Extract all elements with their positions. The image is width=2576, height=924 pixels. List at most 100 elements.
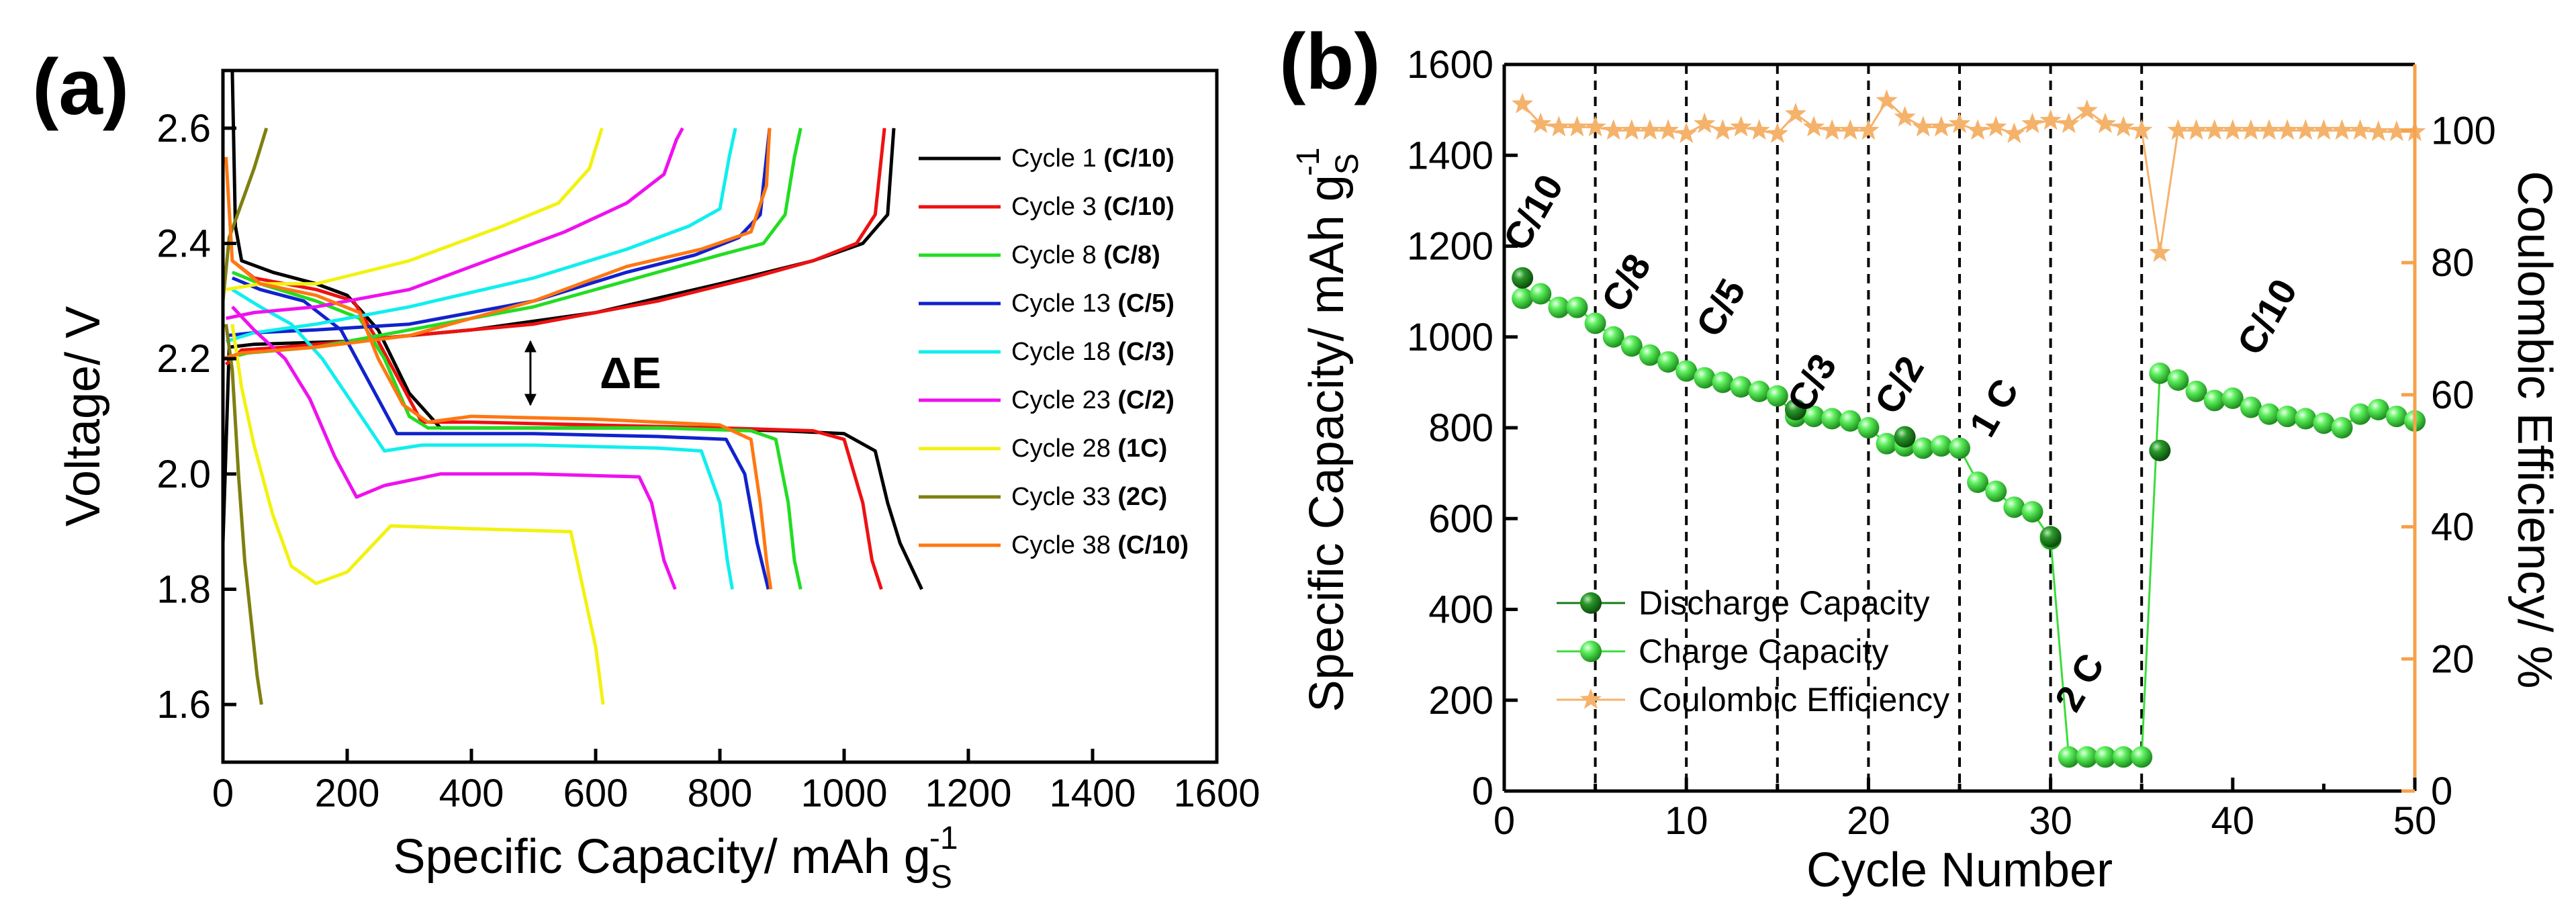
charge-point — [1694, 367, 1716, 389]
ce-point — [1912, 116, 1934, 137]
charge-point — [2131, 746, 2153, 768]
y2-tick-label: 20 — [2431, 637, 2475, 681]
panel-a-label: (a) — [32, 43, 129, 132]
charge-point — [1548, 296, 1570, 318]
legend-cycle-name: Cycle 8 — [1011, 241, 1103, 269]
x-tick-label: 0 — [212, 772, 234, 815]
y-tick-label: 1400 — [1407, 134, 1493, 177]
charge-capacity-series — [1512, 283, 2426, 768]
charge-point — [2221, 387, 2244, 410]
y-tick-label: 1200 — [1407, 225, 1493, 269]
panel-b-y2-axis-title: Coulombic Efficiency/ % — [2508, 171, 2561, 689]
charge-point — [2240, 396, 2262, 418]
charge-point — [2003, 496, 2025, 518]
ce-point — [2039, 109, 2062, 130]
y-tick-label: 2.4 — [156, 222, 211, 266]
panel-a-voltage-profile-chart: (a) 0 200 400 600 800 1000 1200 1400 1600 1.6 1.8… — [32, 43, 1260, 895]
panel-a-x-axis-title-sup: -1 — [929, 821, 958, 856]
cycle-curve-2-discharge — [231, 259, 883, 590]
charge-point — [2367, 398, 2389, 420]
cycle-curve-7-discharge — [230, 324, 605, 705]
rate-label: C/8 — [1593, 246, 1659, 318]
cycle-curve-6-charge — [226, 127, 684, 320]
y-tick-label: 600 — [1428, 497, 1493, 541]
y-tick-label: 200 — [1428, 679, 1493, 723]
charge-point — [2021, 501, 2043, 523]
panel-b-y-axis-title-sup: -1 — [1291, 147, 1326, 176]
legend-cycle-name: Cycle 1 — [1011, 144, 1103, 173]
y-tick-label: 800 — [1428, 406, 1493, 450]
legend-cycle-rate: (C/10) — [1103, 144, 1175, 173]
charge-point — [2349, 403, 2371, 425]
legend-cycle-name: Cycle 28 — [1011, 434, 1117, 463]
x-tick-label: 40 — [2211, 799, 2255, 843]
panel-b-rate-capability-chart: (b) 0 10 20 30 40 50 020040060080010001200140… — [1279, 17, 2561, 897]
charge-point — [2113, 746, 2135, 768]
legend-label-cycle-5: Cycle 18 (C/3) — [1011, 338, 1175, 366]
charge-point — [1912, 437, 1934, 459]
charge-point — [1712, 371, 1734, 394]
charge-point — [1949, 437, 1970, 459]
charge-point — [1930, 435, 1952, 457]
legend-cycle-rate: (C/2) — [1117, 386, 1174, 414]
charge-point — [1857, 417, 1880, 438]
ce-point — [2203, 119, 2225, 140]
y-tick-label: 1.6 — [156, 683, 211, 727]
discharge-point — [1784, 398, 1806, 420]
legend-label-cycle-4: Cycle 13 (C/5) — [1011, 289, 1175, 318]
charge-point — [2149, 362, 2171, 384]
x-tick-label: 1200 — [925, 772, 1011, 815]
charge-point — [2276, 406, 2299, 428]
charge-point — [1639, 344, 1661, 366]
panel-b-x-ticks: 0 10 20 30 40 50 — [1493, 778, 2436, 843]
ce-point — [1948, 112, 1971, 134]
legend-label-cycle-9: Cycle 38 (C/10) — [1011, 531, 1189, 559]
charge-point — [1566, 296, 1588, 318]
y-tick-label: 2.2 — [156, 337, 211, 381]
rate-label: C/10 — [2229, 272, 2305, 362]
legend-cycle-rate: (C/10) — [1117, 531, 1189, 559]
charge-point — [1620, 335, 1643, 357]
ce-point — [2185, 119, 2207, 140]
panel-a-x-ticks: 0 200 400 600 800 1000 1200 1400 1600 — [212, 749, 1260, 815]
cycle-curve-3-discharge — [231, 271, 802, 590]
charge-point — [2385, 406, 2407, 428]
ce-point — [1675, 122, 1698, 143]
legend-swatch-sphere — [1580, 592, 1602, 614]
legend-cycle-name: Cycle 3 — [1011, 193, 1103, 221]
ce-point — [2221, 119, 2244, 140]
rate-label: C/10 — [1495, 167, 1571, 257]
ce-point — [1876, 89, 1898, 110]
charge-point — [2331, 417, 2353, 438]
discharge-capacity-series — [1512, 267, 2171, 548]
x-tick-label: 800 — [688, 772, 753, 815]
x-tick-label: 50 — [2393, 799, 2437, 843]
panel-b-legend: Discharge Capacity Charge Capacity Coulomb… — [1557, 584, 1949, 719]
y2-tick-label: 40 — [2431, 506, 2475, 549]
charge-point — [1602, 326, 1624, 348]
rate-label: 2 C — [2046, 647, 2112, 719]
ce-point — [1802, 116, 1825, 137]
discharge-point — [1512, 267, 1534, 289]
legend-cycle-rate: (1C) — [1117, 434, 1167, 463]
panel-b-y-axis-title-main: Specific Capacity/ mAh g — [1300, 175, 1354, 712]
ce-point — [2367, 120, 2389, 142]
ce-point — [2385, 120, 2407, 142]
ce-point — [2258, 119, 2281, 140]
cycle-curve-6-discharge — [231, 306, 677, 590]
ce-point — [2003, 122, 2025, 143]
charge-point — [2058, 746, 2080, 768]
coulombic-efficiency-series — [1512, 89, 2426, 263]
panel-b-label: (b) — [1279, 17, 1381, 106]
x-tick-label: 30 — [2029, 799, 2072, 843]
legend-cycle-rate: (C/3) — [1117, 338, 1174, 366]
charge-point — [1730, 376, 1752, 398]
x-tick-label: 600 — [563, 772, 629, 815]
legend-label-cycle-3: Cycle 8 (C/8) — [1011, 241, 1160, 269]
panel-a-x-axis-title: Specific Capacity/ mAh gS -1 — [393, 821, 958, 895]
y-tick-label: 1.8 — [156, 568, 211, 612]
legend-cycle-name: Cycle 38 — [1011, 531, 1117, 559]
charge-point — [1839, 410, 1861, 432]
cycle-curve-9-charge — [222, 128, 772, 361]
panel-b-y-ticks: 0 200 400 600 800 1000 1200 1400 1600 — [1407, 43, 1518, 813]
